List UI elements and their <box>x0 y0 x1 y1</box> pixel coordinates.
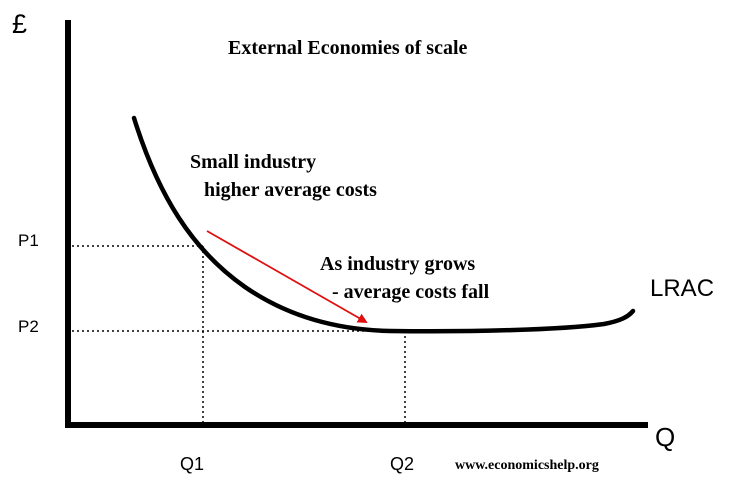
costs-fall-arrow <box>206 230 368 323</box>
lrac-label: LRAC <box>650 275 714 302</box>
small-industry-annotation-line1: Small industry <box>190 151 316 173</box>
industry-grows-annotation-line2: - average costs fall <box>332 281 490 303</box>
industry-grows-annotation-line1: As industry grows <box>320 253 475 275</box>
lrac-curve <box>131 115 636 334</box>
y-axis-label: £ <box>12 9 27 39</box>
quantity-label-q1: Q1 <box>180 454 204 474</box>
quantity-label-q2: Q2 <box>390 454 414 474</box>
diagram-title: External Economies of scale <box>228 37 468 59</box>
source-credit: www.economicshelp.org <box>455 458 599 473</box>
price-label-p1: P1 <box>18 231 39 250</box>
x-axis-label: Q <box>655 422 675 452</box>
small-industry-annotation-line2: higher average costs <box>204 179 377 201</box>
price-label-p2: P2 <box>18 317 39 336</box>
